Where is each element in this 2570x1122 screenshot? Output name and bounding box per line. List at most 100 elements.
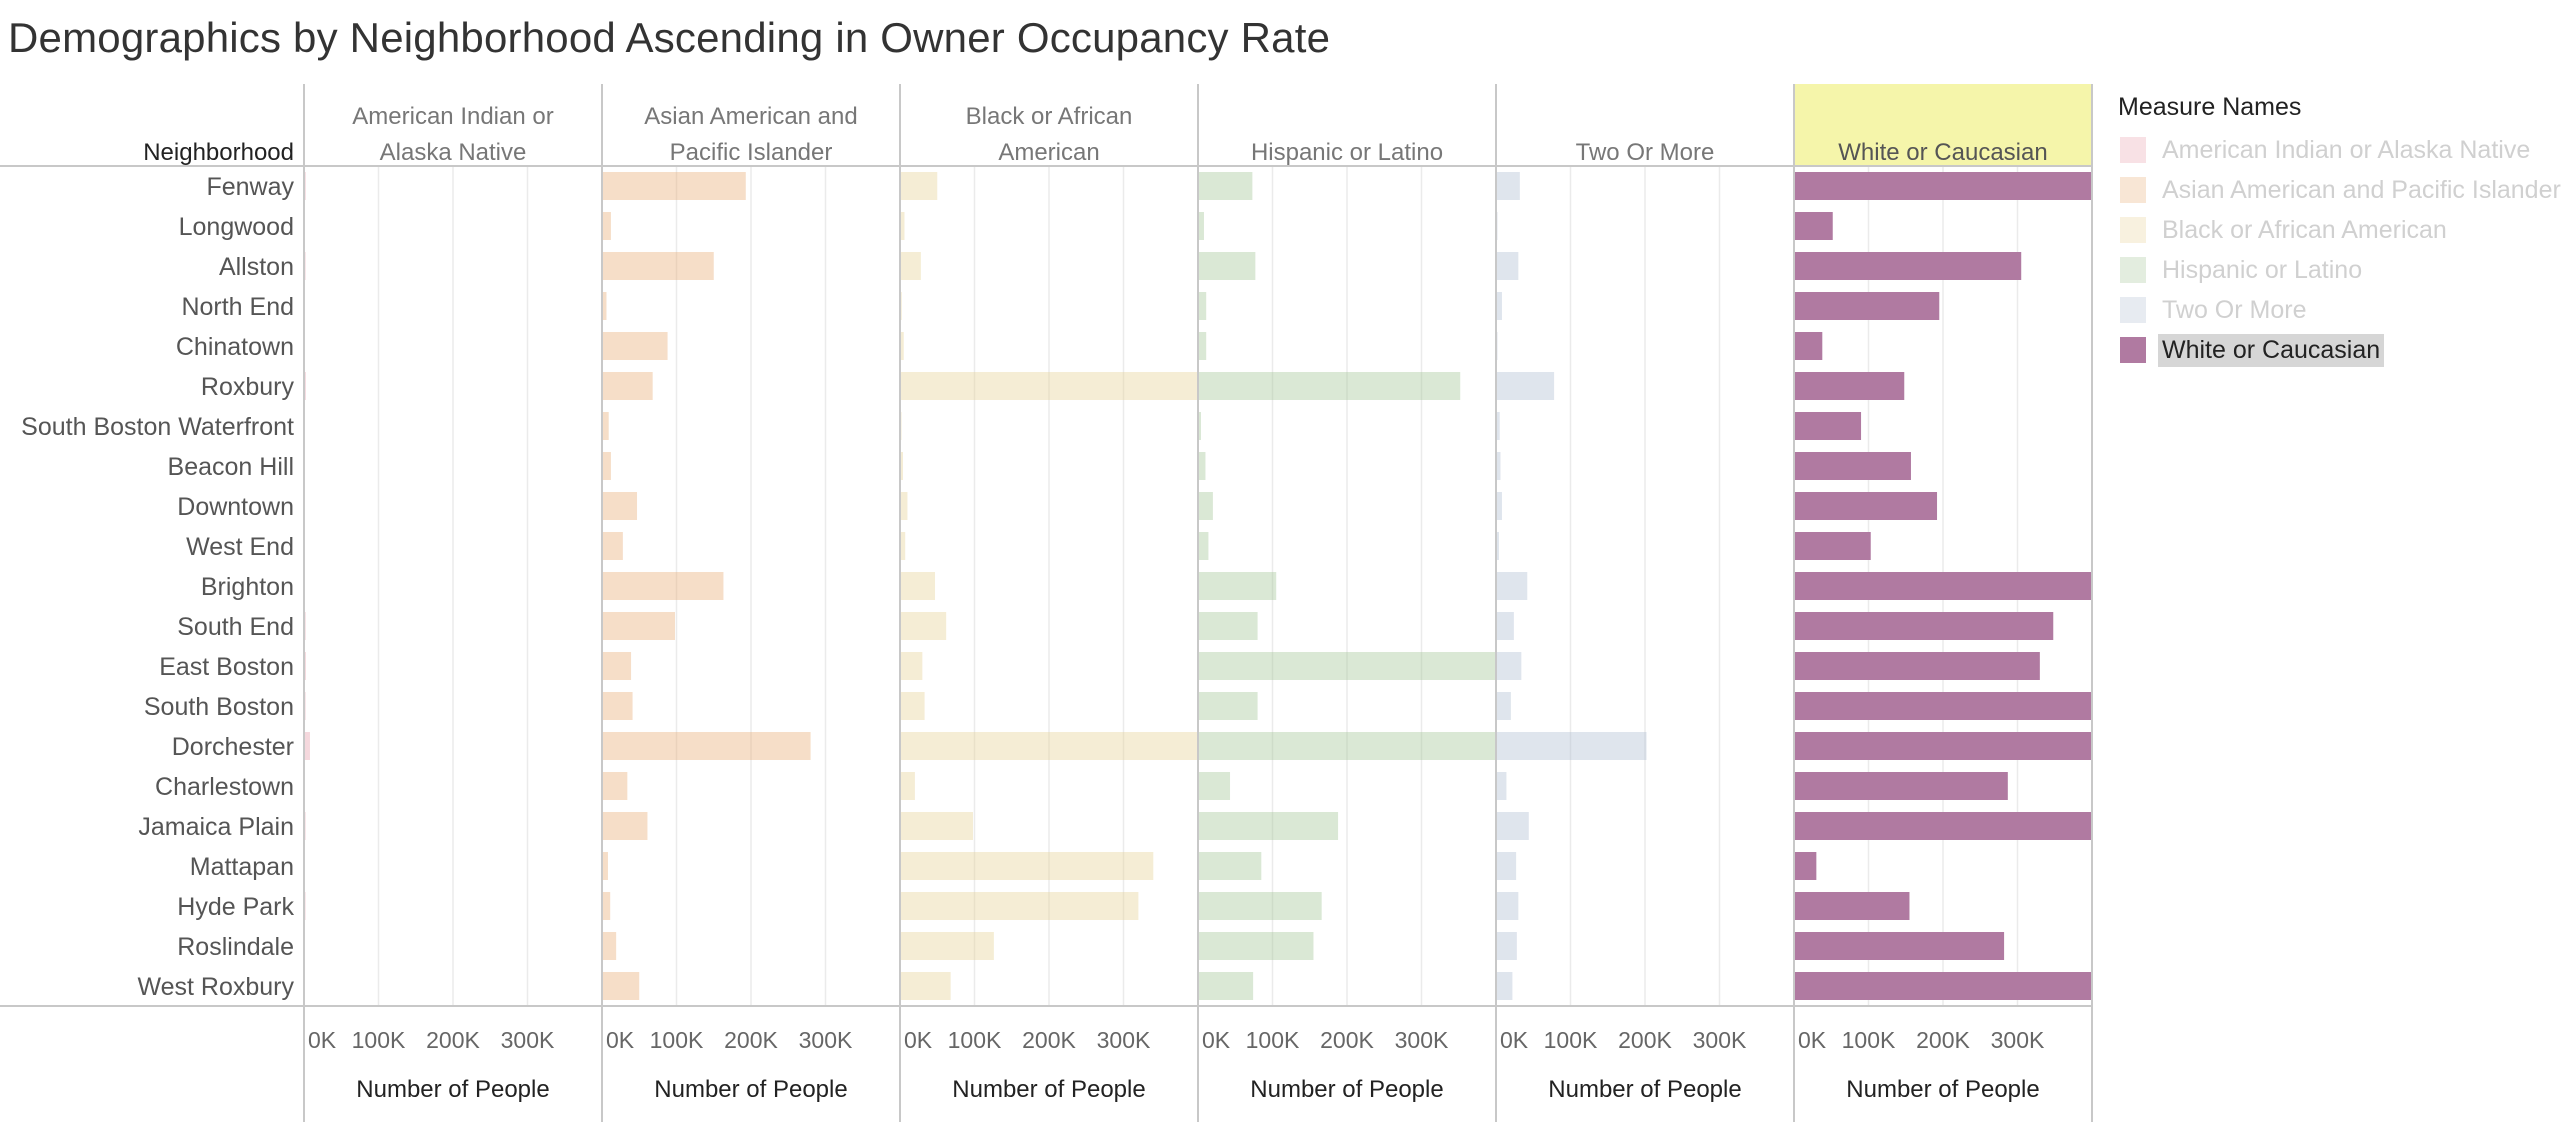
bar[interactable] — [1795, 692, 2092, 720]
bar[interactable] — [1795, 652, 2040, 680]
bar[interactable] — [1795, 212, 1833, 240]
bar[interactable] — [901, 652, 923, 680]
bar[interactable] — [305, 612, 306, 640]
bar[interactable] — [1199, 532, 1209, 560]
bar[interactable] — [603, 252, 714, 280]
bar[interactable] — [1795, 332, 1823, 360]
bar[interactable] — [1497, 732, 1647, 760]
bar[interactable] — [1497, 852, 1517, 880]
legend-item[interactable]: American Indian or Alaska Native — [2118, 130, 2568, 170]
bar[interactable] — [1795, 772, 2008, 800]
bar[interactable] — [1497, 692, 1511, 720]
legend-item[interactable]: Two Or More — [2118, 290, 2568, 330]
bar[interactable] — [1795, 972, 2092, 1000]
bar[interactable] — [1497, 812, 1529, 840]
bar[interactable] — [1199, 692, 1258, 720]
bar[interactable] — [1199, 972, 1254, 1000]
bar[interactable] — [1795, 732, 2092, 760]
bar[interactable] — [1199, 772, 1231, 800]
bar[interactable] — [603, 812, 648, 840]
bar[interactable] — [1199, 412, 1201, 440]
bar[interactable] — [603, 972, 640, 1000]
bar[interactable] — [901, 172, 938, 200]
bar[interactable] — [1199, 452, 1206, 480]
bar[interactable] — [901, 892, 1139, 920]
bar[interactable] — [1795, 532, 1871, 560]
bar[interactable] — [603, 292, 607, 320]
bar[interactable] — [1199, 372, 1461, 400]
bar[interactable] — [901, 732, 1198, 760]
bar[interactable] — [603, 372, 653, 400]
bar[interactable] — [305, 372, 306, 400]
bar[interactable] — [901, 452, 903, 480]
bar[interactable] — [1795, 252, 2022, 280]
bar[interactable] — [901, 252, 921, 280]
bar[interactable] — [1795, 892, 1910, 920]
bar[interactable] — [901, 972, 951, 1000]
bar[interactable] — [1199, 252, 1256, 280]
bar[interactable] — [603, 452, 611, 480]
bar[interactable] — [1199, 732, 1496, 760]
bar[interactable] — [1795, 172, 2092, 200]
bar[interactable] — [1497, 652, 1522, 680]
bar[interactable] — [901, 852, 1154, 880]
bar[interactable] — [901, 812, 974, 840]
bar[interactable] — [1795, 852, 1817, 880]
bar[interactable] — [603, 612, 676, 640]
bar[interactable] — [901, 692, 925, 720]
bar[interactable] — [1199, 812, 1339, 840]
bar[interactable] — [603, 412, 609, 440]
bar[interactable] — [1199, 612, 1258, 640]
legend-item[interactable]: Hispanic or Latino — [2118, 250, 2568, 290]
bar[interactable] — [901, 212, 905, 240]
bar[interactable] — [1199, 492, 1213, 520]
bar[interactable] — [901, 932, 994, 960]
bar[interactable] — [901, 292, 902, 320]
bar[interactable] — [1497, 572, 1528, 600]
bar[interactable] — [1795, 292, 1940, 320]
bar[interactable] — [603, 932, 617, 960]
bar[interactable] — [1199, 652, 1496, 680]
bar[interactable] — [1497, 372, 1555, 400]
bar[interactable] — [305, 692, 306, 720]
bar[interactable] — [603, 212, 611, 240]
bar[interactable] — [1199, 332, 1207, 360]
bar[interactable] — [901, 612, 947, 640]
bar[interactable] — [901, 572, 936, 600]
bar[interactable] — [1497, 172, 1520, 200]
bar[interactable] — [1199, 892, 1322, 920]
legend-item[interactable]: White or Caucasian — [2118, 330, 2568, 370]
bar[interactable] — [603, 492, 638, 520]
bar[interactable] — [1497, 612, 1514, 640]
legend-item[interactable]: Asian American and Pacific Islander — [2118, 170, 2568, 210]
bar[interactable] — [1199, 572, 1277, 600]
bar[interactable] — [1497, 892, 1519, 920]
bar[interactable] — [1497, 412, 1500, 440]
bar[interactable] — [1199, 172, 1253, 200]
bar[interactable] — [603, 332, 668, 360]
bar[interactable] — [1199, 932, 1314, 960]
bar[interactable] — [1497, 452, 1501, 480]
bar[interactable] — [603, 532, 623, 560]
bar[interactable] — [305, 732, 310, 760]
bar[interactable] — [1199, 852, 1262, 880]
bar[interactable] — [1795, 452, 1911, 480]
bar[interactable] — [603, 852, 608, 880]
bar[interactable] — [1199, 212, 1204, 240]
bar[interactable] — [305, 892, 306, 920]
legend-item[interactable]: Black or African American — [2118, 210, 2568, 250]
bar[interactable] — [1795, 612, 2054, 640]
bar[interactable] — [901, 772, 915, 800]
bar[interactable] — [1199, 292, 1207, 320]
bar[interactable] — [901, 332, 904, 360]
bar[interactable] — [603, 652, 632, 680]
bar[interactable] — [305, 252, 306, 280]
bar[interactable] — [603, 732, 811, 760]
bar[interactable] — [901, 492, 908, 520]
bar[interactable] — [305, 172, 306, 200]
bar[interactable] — [1795, 412, 1862, 440]
bar[interactable] — [1497, 252, 1519, 280]
bar[interactable] — [603, 172, 746, 200]
bar[interactable] — [1795, 492, 1938, 520]
bar[interactable] — [901, 372, 1198, 400]
